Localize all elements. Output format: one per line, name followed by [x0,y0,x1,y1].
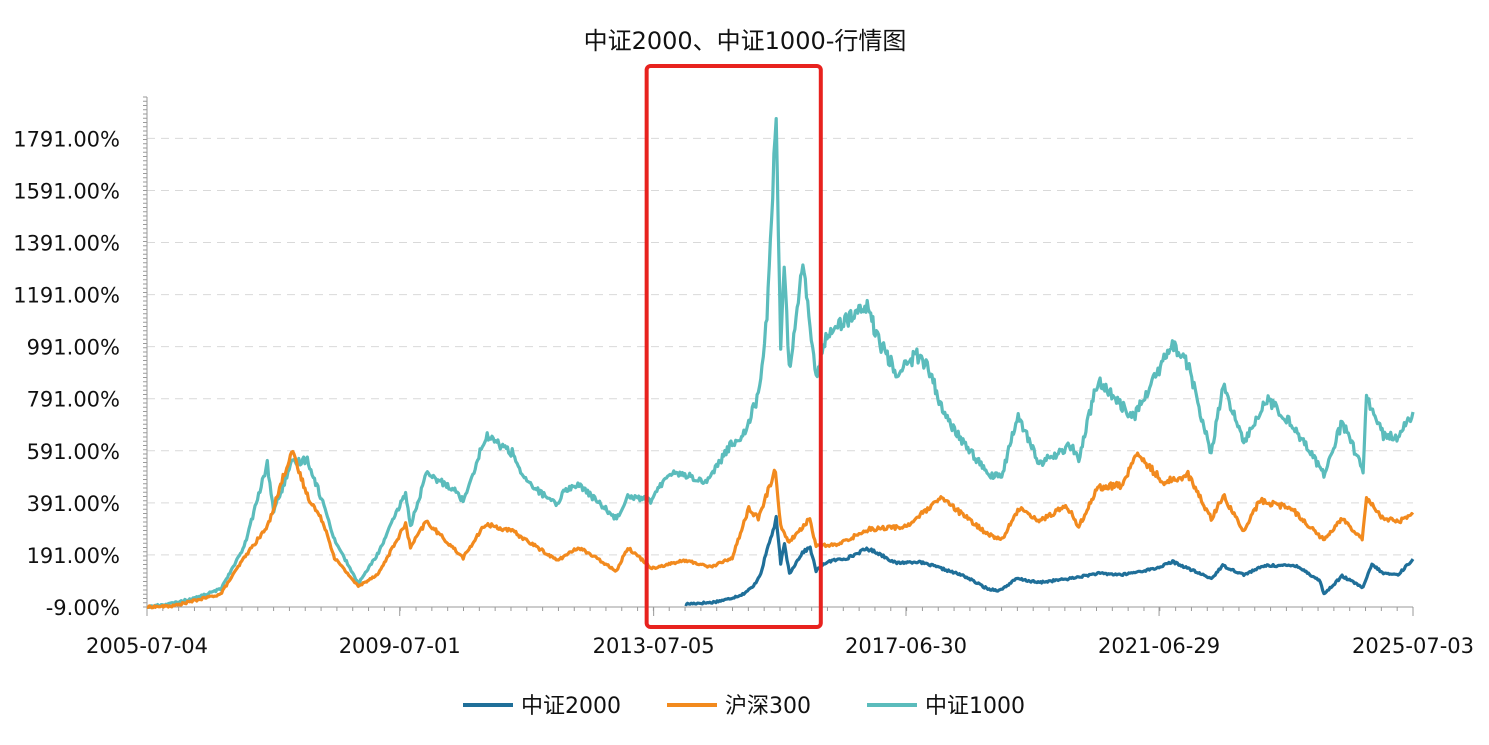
y-tick-labels: -9.00% 191.00% 391.00% 591.00% 791.00% 991.00… [13,127,120,620]
series-lines [146,117,1415,610]
y-tick-label: 1791.00% [13,127,120,151]
axes [143,96,1414,616]
highlight-box [644,64,823,629]
y-tick-label: 1191.00% [13,284,120,308]
y-tick-label: 191.00% [27,544,120,568]
x-tick-label: 2009-07-01 [339,634,461,658]
y-tick-label: -9.00% [46,596,120,620]
x-tick-label: 2005-07-04 [86,634,208,658]
legend: 中证2000 沪深300 中证1000 [463,694,1025,719]
x-tick-label: 2017-06-30 [845,634,967,658]
x-tick-labels: 2005-07-04 2009-07-01 2013-07-05 2017-06-30… [86,634,1474,658]
y-tick-label: 791.00% [27,388,120,412]
y-tick-label: 391.00% [27,492,120,516]
legend-label: 中证2000 [521,694,621,719]
legend-label: 中证1000 [925,694,1025,719]
series-line-1 [146,450,1415,610]
y-tick-label: 591.00% [27,440,120,464]
series-line-2 [146,117,1415,609]
chart-title: 中证2000、中证1000-行情图 [584,27,907,55]
legend-label: 沪深300 [725,694,811,719]
y-tick-label: 991.00% [27,336,120,360]
y-tick-label: 1391.00% [13,232,120,256]
series-line-0 [684,514,1415,607]
x-tick-label: 2013-07-05 [593,634,715,658]
x-tick-label: 2025-07-03 [1352,634,1474,658]
x-tick-label: 2021-06-29 [1098,634,1220,658]
highlight-layer [644,64,823,629]
y-tick-label: 1591.00% [13,179,120,203]
